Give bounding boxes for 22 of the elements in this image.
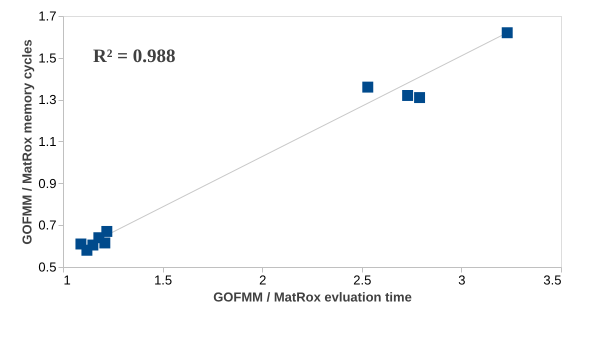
annotation: R² = 0.988 [93,46,176,67]
point [414,92,426,104]
y-tick-label: 1.7 [38,8,56,24]
y-tick-label: 0.9 [38,176,56,191]
y-tick-label: 0.7 [38,218,56,233]
y-tick-label: 1.3 [38,92,56,108]
x-tick-label: 2.5 [353,272,372,288]
y-tick-label: 0.5 [38,260,56,274]
x-tick-label: 3 [458,272,466,288]
point [402,90,414,101]
point [502,27,513,38]
y-axis-title: GOFMM / MatRox memory cycles [19,39,34,245]
point [362,82,374,93]
point [99,237,110,248]
x-tick-label: 1 [64,272,71,288]
x-axis-title: GOFMM / MatRox evluation time [213,290,412,304]
point [101,226,112,237]
x-tick-label: 3.5 [543,272,562,288]
x-tick-label: 1.5 [154,272,172,288]
x-tick-label: 2 [259,272,266,288]
y-tick-label: 1.5 [38,50,56,66]
y-tick-label: 1.1 [38,134,56,149]
